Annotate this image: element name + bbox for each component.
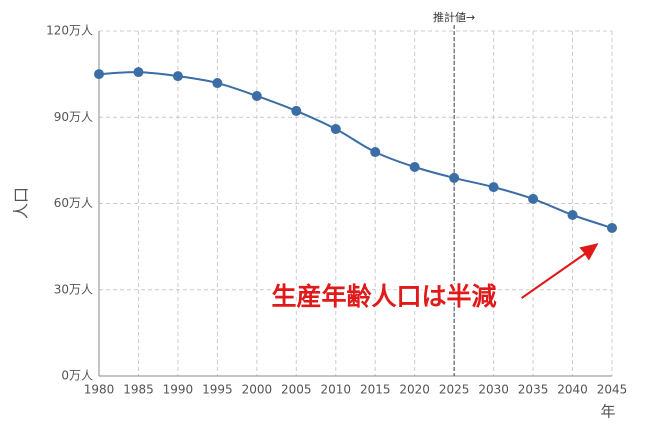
point [607,222,617,233]
point [330,124,341,135]
y-tick-label: 120万人 [46,24,93,38]
point [488,182,499,193]
x-axis-label: 年 [600,403,615,421]
point [172,71,183,82]
x-tick-label: 2035 [518,383,549,397]
point [449,172,460,183]
x-tick-label: 2000 [242,383,273,397]
point [94,69,104,80]
x-tick-label: 2030 [478,383,509,397]
arrow [518,240,602,302]
x-tick-label: 2010 [320,383,351,397]
x-tick-label: 2005 [281,383,312,397]
x-tick-label: 2045 [597,383,628,397]
x-tick-label: 1980 [84,383,115,397]
point [291,105,302,116]
point [133,67,144,78]
x-tick-label: 2015 [360,383,391,397]
line [98,71,613,229]
x-tick-label: 1990 [163,383,194,397]
x-tick-label: 1995 [202,383,233,397]
y-tick-label: 0万人 [61,369,93,383]
forecast-label: 推計値→ [433,10,475,24]
y-tick-label: 90万人 [54,110,93,124]
y-axis-label: 人口 [12,187,31,219]
x-tick-label: 2040 [557,383,588,397]
point [567,210,578,220]
point [409,161,420,172]
y-tick-label: 30万人 [54,282,93,296]
x-tick-label: 1985 [123,383,154,397]
point [528,193,539,204]
point [251,90,262,101]
x-tick-label: 2020 [399,383,430,397]
annotation: 生産年齢人口は半減 [271,282,496,311]
x-tick-label: 2025 [439,383,470,397]
point [212,78,223,89]
point [370,147,381,158]
y-tick-label: 60万人 [54,196,93,210]
